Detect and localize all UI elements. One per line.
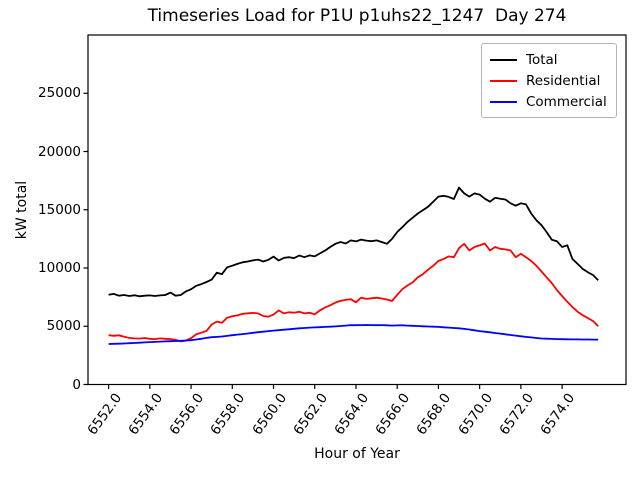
legend-line-total (490, 58, 517, 61)
y-tick-label: 25000 (38, 85, 81, 102)
legend-line-residential (490, 79, 517, 82)
series-line-residential (108, 242, 599, 343)
legend-label-commercial: Commercial (526, 93, 607, 110)
y-axis-label: kW total (14, 180, 30, 240)
y-tick-label: 10000 (38, 260, 81, 276)
legend-item-total: Total (490, 49, 608, 70)
legend-label-total: Total (526, 51, 558, 68)
series-line-total (108, 186, 599, 298)
legend-line-commercial (490, 100, 517, 103)
legend-item-residential: Residential (490, 70, 608, 91)
y-tick-label: 5000 (46, 318, 81, 335)
legend: Total Residential Commercial (481, 43, 617, 118)
x-axis-label: Hour of Year (314, 446, 400, 462)
y-tick-label: 0 (72, 376, 81, 393)
y-tick-label: 20000 (38, 143, 81, 160)
chart-title: Timeseries Load for P1U p1uhs22_1247 Day… (147, 6, 567, 26)
y-tick-label: 15000 (38, 201, 81, 218)
legend-item-commercial: Commercial (490, 91, 608, 112)
legend-label-residential: Residential (526, 72, 601, 89)
series-line-commercial (108, 324, 599, 345)
